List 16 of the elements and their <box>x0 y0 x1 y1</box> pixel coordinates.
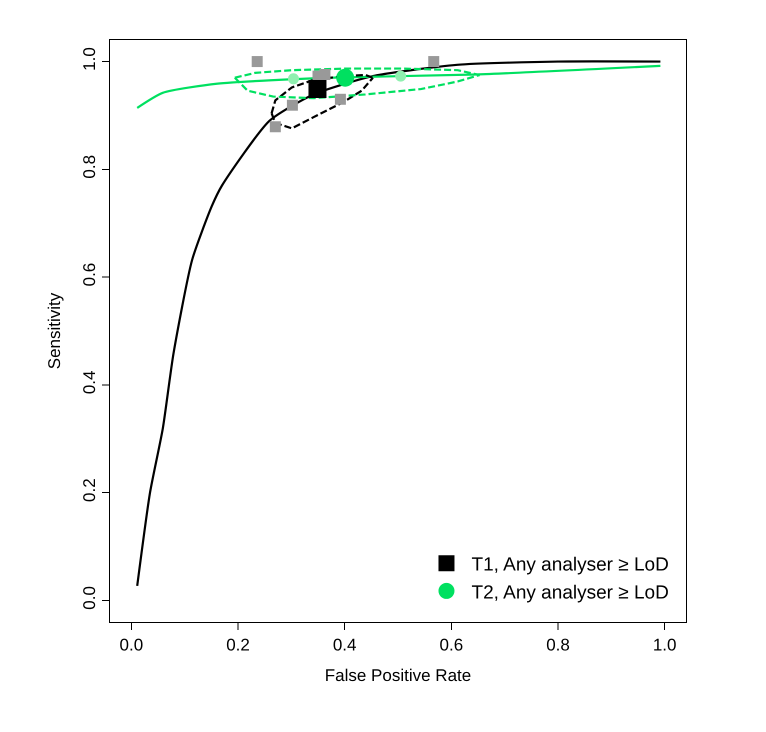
y-axis-title: Sensitivity <box>44 292 64 370</box>
y-tick-label: 0.2 <box>80 478 100 502</box>
x-tick-label: 0.6 <box>440 635 464 654</box>
x-tick-label: 0.0 <box>120 635 144 654</box>
x-tick-label: 0.4 <box>332 635 356 654</box>
x-axis-title: False Positive Rate <box>324 666 472 685</box>
x-tick-label: 0.8 <box>546 635 570 654</box>
legend-label: T1, Any analyser ≥ LoD <box>471 554 669 576</box>
y-tick-label: 1.0 <box>80 47 100 71</box>
y-tick-label: 0.8 <box>80 154 100 179</box>
y-tick-label: 0.6 <box>80 262 100 286</box>
legend-label: T2, Any analyser ≥ LoD <box>471 582 669 604</box>
y-tick-label: 0.0 <box>80 586 100 610</box>
x-tick-label: 1.0 <box>652 635 676 654</box>
x-tick-label: 0.2 <box>226 635 250 654</box>
y-tick-label: 0.4 <box>80 370 100 394</box>
